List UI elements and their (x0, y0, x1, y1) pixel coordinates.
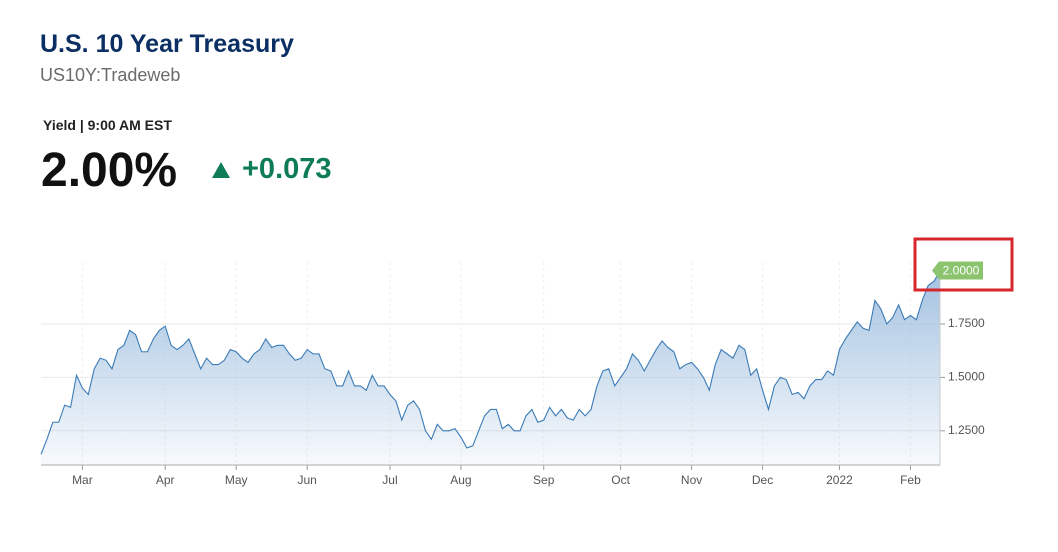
x-tick-label: Mar (72, 473, 93, 487)
x-tick-label: May (225, 473, 248, 487)
highlight-box (913, 237, 1014, 292)
x-tick-label: Feb (900, 473, 921, 487)
x-tick-label: Sep (533, 473, 555, 487)
subtitle: US10Y:Tradeweb (40, 65, 181, 85)
x-tick-label: Apr (156, 473, 175, 487)
area (41, 270, 940, 465)
value-tag (932, 261, 983, 280)
up-arrow (212, 162, 230, 178)
y-tick-label: 1.2500 (948, 423, 985, 437)
x-tick-label: Dec (752, 473, 773, 487)
y-tick-label: 1.7500 (948, 316, 985, 330)
x-tick-label: Oct (611, 473, 630, 487)
yield-label: Yield | 9:00 AM EST (43, 117, 172, 133)
value-label: 2.0000 (943, 264, 980, 278)
x-tick-label: Aug (450, 473, 471, 487)
x-tick-label: Nov (681, 473, 702, 487)
change: +0.073 (242, 153, 332, 185)
price: 2.00% (41, 144, 178, 197)
y-tick-label: 1.5000 (948, 370, 985, 384)
title: U.S. 10 Year Treasury (40, 30, 294, 58)
x-tick-label: 2022 (826, 473, 853, 487)
x-tick-label: Jul (382, 473, 397, 487)
x-tick-label: Jun (297, 473, 316, 487)
line (40, 270, 941, 455)
